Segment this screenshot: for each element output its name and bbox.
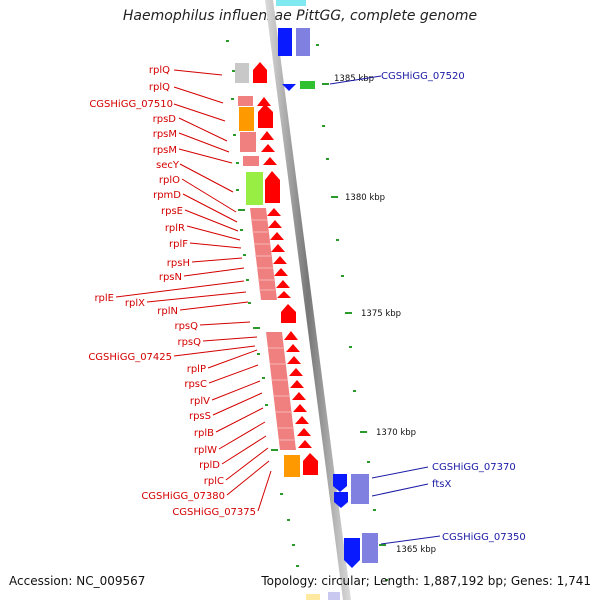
- gene-block-07370-lavender: [351, 474, 369, 504]
- gene-label[interactable]: rpsN: [159, 272, 182, 283]
- gene-block-salmon-2: [240, 132, 256, 152]
- gene-label[interactable]: rplV: [190, 396, 210, 407]
- gene-label[interactable]: rplR: [165, 223, 185, 234]
- right-gene-labels: CGSHiGG_07520 CGSHiGG_07370 ftsX CGSHiGG…: [381, 71, 526, 543]
- kbp-label: 1375 kbp: [361, 309, 401, 319]
- gene-label[interactable]: rplP: [187, 364, 206, 375]
- gene-arrow-4: [261, 144, 275, 152]
- gene-block-salmon-3: [243, 156, 259, 166]
- gene-block-top-lavender: [296, 28, 310, 56]
- ribosomal-block-2: [266, 332, 296, 450]
- gene-arrow-blue-small: [282, 84, 296, 91]
- gene-label[interactable]: rplX: [125, 298, 145, 309]
- gene-arrow-07375: [303, 453, 318, 475]
- gene-label[interactable]: rpsM: [153, 129, 177, 140]
- gene-label[interactable]: rplD: [199, 460, 220, 471]
- gene-label[interactable]: CGSHiGG_07375: [172, 507, 256, 518]
- left-gene-labels: rplQ rplQ CGSHiGG_07510 rpsD rpsM rpsM s…: [88, 65, 256, 518]
- gene-block-top-blue: [278, 28, 292, 56]
- gene-label[interactable]: secY: [156, 160, 180, 171]
- gene-arrow-rpsQ: [281, 304, 296, 323]
- gene-arrow-rplQ: [253, 62, 267, 83]
- left-leader-lines: [115, 69, 272, 512]
- gene-block-bottom-yellow: [306, 594, 320, 600]
- gene-arrow-secY: [265, 171, 280, 203]
- gene-block-green: [300, 81, 315, 89]
- gene-label[interactable]: rplQ: [149, 82, 170, 93]
- scale-ticks: [226, 40, 388, 581]
- gene-block-secY: [246, 172, 263, 205]
- gene-arrow-2: [258, 104, 273, 128]
- gene-label[interactable]: rplF: [169, 239, 188, 250]
- gene-label[interactable]: rpsM: [153, 145, 177, 156]
- gene-block-07350-lavender: [362, 533, 378, 563]
- gene-label[interactable]: rplE: [94, 293, 114, 304]
- gene-label[interactable]: rpsQ: [177, 337, 201, 348]
- gene-arrow-3: [260, 131, 274, 140]
- gene-label[interactable]: CGSHiGG_07380: [141, 491, 225, 502]
- gene-label[interactable]: rpsH: [167, 258, 190, 269]
- gene-label[interactable]: CGSHiGG_07520: [381, 71, 465, 82]
- gene-arrow-07370: [333, 474, 347, 492]
- gene-label[interactable]: rplC: [204, 476, 224, 487]
- gene-label[interactable]: rpsQ: [174, 321, 198, 332]
- gene-arrow-5: [263, 157, 277, 165]
- gene-label[interactable]: rplW: [194, 445, 217, 456]
- gene-label[interactable]: CGSHiGG_07350: [442, 532, 526, 543]
- gene-label[interactable]: rplQ: [149, 65, 170, 76]
- gene-label[interactable]: rpsD: [153, 114, 177, 125]
- gene-label[interactable]: rpsE: [161, 206, 183, 217]
- kbp-label: 1365 kbp: [396, 545, 436, 555]
- ribosomal-block-1: [250, 208, 277, 300]
- gene-label[interactable]: CGSHiGG_07370: [432, 462, 516, 473]
- gene-block-bottom-lavender: [328, 592, 340, 600]
- genome-summary-text: Topology: circular; Length: 1,887,192 bp…: [261, 574, 591, 588]
- gene-block-salmon-1: [238, 96, 253, 106]
- gene-label[interactable]: rplN: [157, 306, 178, 317]
- gene-block-top-cyan: [276, 0, 306, 6]
- gene-block-rplQ-grey: [235, 63, 249, 83]
- kbp-label: 1380 kbp: [345, 193, 385, 203]
- gene-label[interactable]: CGSHiGG_07425: [88, 352, 172, 363]
- gene-label[interactable]: rplO: [159, 175, 180, 186]
- gene-label[interactable]: rpsS: [189, 411, 211, 422]
- gene-block-orange-2: [284, 455, 300, 477]
- kbp-label: 1370 kbp: [376, 428, 416, 438]
- ribosomal-arrows-2: [284, 331, 312, 448]
- gene-label[interactable]: rpmD: [153, 190, 181, 201]
- gene-label[interactable]: rpsC: [184, 379, 207, 390]
- genome-title: Haemophilus influenzae PittGG, complete …: [122, 8, 478, 24]
- right-leader-lines: [329, 75, 441, 545]
- gene-label[interactable]: rplB: [194, 428, 214, 439]
- gene-block-orange: [239, 107, 254, 131]
- gene-arrow-07350: [344, 538, 360, 568]
- gene-arrow-ftsX: [334, 492, 348, 508]
- genome-backbone: [265, 0, 351, 600]
- gene-arrow-1: [257, 97, 271, 106]
- kbp-label: 1385 kbp: [334, 74, 374, 84]
- ribosomal-arrows-1: [267, 208, 291, 298]
- accession-text: Accession: NC_009567: [9, 574, 146, 588]
- gene-label[interactable]: ftsX: [432, 479, 451, 490]
- gene-label[interactable]: CGSHiGG_07510: [89, 99, 173, 110]
